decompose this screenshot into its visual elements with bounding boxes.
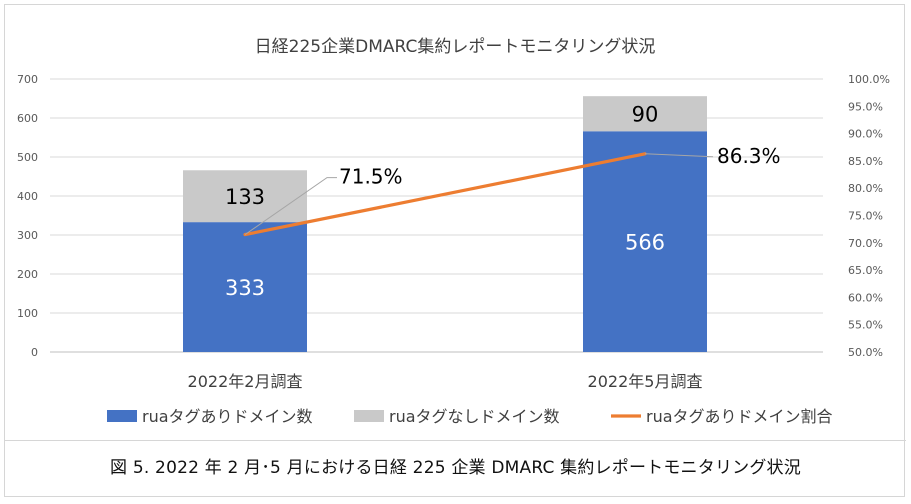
figure-frame: 日経225企業DMARC集約レポートモニタリング状況 0 100 200 300 400 5… <box>4 4 906 497</box>
left-axis-tick-label: 400 <box>17 190 38 203</box>
right-axis-tick-label: 75.0% <box>848 210 883 223</box>
legend-swatch <box>354 410 384 422</box>
right-axis-tick-label: 65.0% <box>848 264 883 277</box>
chart-title: 日経225企業DMARC集約レポートモニタリング状況 <box>255 37 656 57</box>
left-axis-tick-label: 100 <box>17 307 38 320</box>
legend-label: ruaタグなしドメイン数 <box>389 407 560 426</box>
right-axis-tick-label: 70.0% <box>848 237 883 250</box>
bar-without-rua <box>583 96 707 132</box>
bar-data-label: 333 <box>225 276 265 300</box>
ratio-line <box>243 152 647 237</box>
leader-line <box>244 177 337 236</box>
figure-caption: 図 5. 2022 年 2 月･5 月における日経 225 企業 DMARC 集… <box>110 458 801 478</box>
chart-area: 日経225企業DMARC集約レポートモニタリング状況 0 100 200 300 400 5… <box>5 5 906 441</box>
left-axis-tick-label: 500 <box>17 151 38 164</box>
legend-label: ruaタグありドメイン割合 <box>646 407 833 426</box>
right-axis-tick-label: 80.0% <box>848 182 883 195</box>
left-axis-tick-label: 300 <box>17 229 38 242</box>
left-axis-tick-label: 200 <box>17 268 38 281</box>
leader-line <box>644 153 714 158</box>
line-data-label: 86.3% <box>717 144 781 168</box>
legend-label: ruaタグありドメイン数 <box>142 407 313 426</box>
left-axis-tick-label: 0 <box>31 346 38 359</box>
bar-with-rua <box>183 222 307 352</box>
line-data-label: 71.5% <box>339 165 403 189</box>
right-axis-tick-label: 50.0% <box>848 346 883 359</box>
bar-with-rua <box>583 131 707 352</box>
bar-data-label: 566 <box>625 231 665 255</box>
left-axis-tick-label: 700 <box>17 73 38 86</box>
legend-swatch <box>107 410 137 422</box>
right-axis-tick-label: 60.0% <box>848 291 883 304</box>
left-axis-tick-label: 600 <box>17 112 38 125</box>
combo-chart: 日経225企業DMARC集約レポートモニタリング状況 0 100 200 300 400 5… <box>17 37 890 426</box>
bar-data-label: 133 <box>225 185 265 209</box>
right-axis-tick-label: 90.0% <box>848 128 883 141</box>
right-axis-tick-label: 100.0% <box>848 73 890 86</box>
right-axis-tick-label: 85.0% <box>848 155 883 168</box>
category-label: 2022年2月調査 <box>188 372 303 391</box>
bar-data-label: 90 <box>632 103 659 127</box>
right-axis-tick-label: 95.0% <box>848 100 883 113</box>
right-axis-tick-label: 55.0% <box>848 319 883 332</box>
bar-without-rua <box>183 170 307 223</box>
category-label: 2022年5月調査 <box>588 372 703 391</box>
